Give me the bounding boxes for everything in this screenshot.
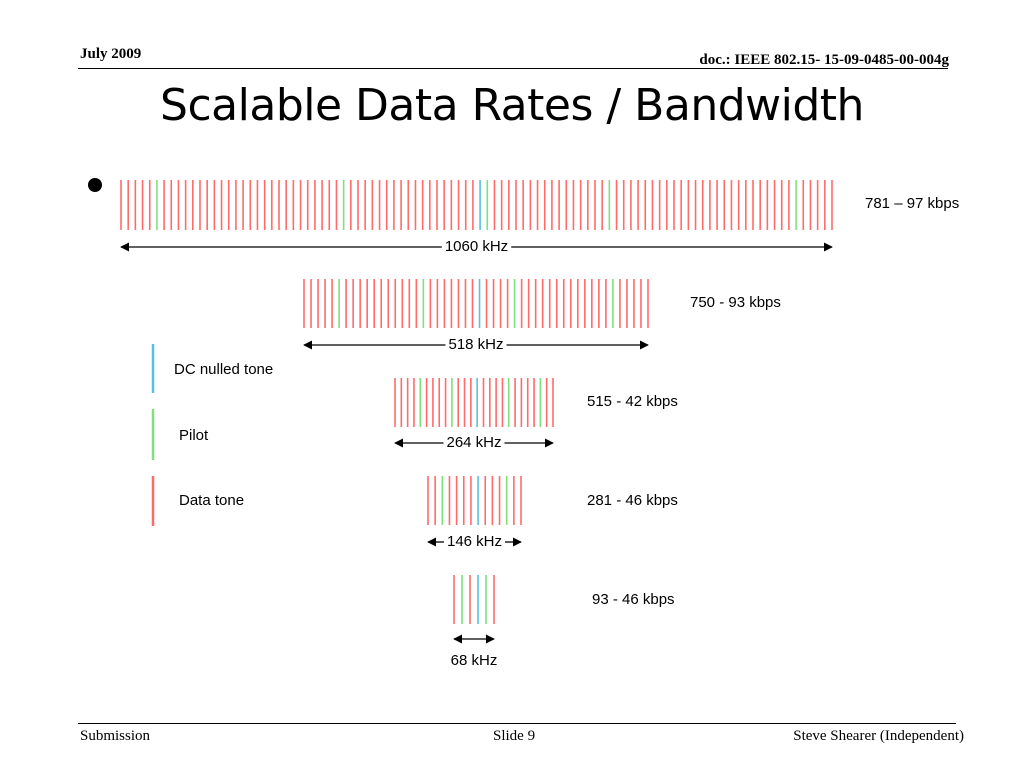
bandwidth-label: 68 kHz xyxy=(451,652,498,669)
band-3: 264 kHz 515 - 42 kbps xyxy=(394,378,678,451)
bullet-dot xyxy=(88,178,102,192)
data-rate-label: 515 - 42 kbps xyxy=(587,393,678,410)
slide-title: Scalable Data Rates / Bandwidth xyxy=(160,80,864,131)
data-rate-label: 281 - 46 kbps xyxy=(587,492,678,509)
band-2: 518 kHz 750 - 93 kbps xyxy=(303,279,781,353)
footer-slide-number: Slide 9 xyxy=(493,728,536,744)
band-4: 146 kHz 281 - 46 kbps xyxy=(427,476,678,550)
footer-author: Steve Shearer (Independent) xyxy=(793,728,964,744)
header-date: July 2009 xyxy=(80,46,142,62)
bandwidth-label: 1060 kHz xyxy=(445,238,508,255)
legend-item-pilot: Pilot xyxy=(151,409,209,460)
bandwidth-label: 146 kHz xyxy=(447,533,502,550)
footer-submission: Submission xyxy=(80,728,151,744)
data-rate-label: 93 - 46 kbps xyxy=(592,591,675,608)
band-1: 1060 kHz 781 – 97 kbps xyxy=(120,180,959,255)
legend-label: DC nulled tone xyxy=(174,361,273,378)
legend-item-data: Data tone xyxy=(151,476,244,526)
header-rule xyxy=(78,68,948,69)
bandwidth-label: 264 kHz xyxy=(446,434,501,451)
legend-item-dc: DC nulled tone xyxy=(151,344,273,393)
legend-label: Pilot xyxy=(179,427,209,444)
legend-label: Data tone xyxy=(179,492,244,509)
band-5: 68 kHz 93 - 46 kbps xyxy=(451,575,675,669)
footer-rule xyxy=(78,723,956,724)
header-doc-id: doc.: IEEE 802.15- 15-09-0485-00-004g xyxy=(699,52,949,68)
data-rate-label: 781 – 97 kbps xyxy=(865,195,959,212)
bandwidth-label: 518 kHz xyxy=(448,336,503,353)
data-rate-label: 750 - 93 kbps xyxy=(690,294,781,311)
